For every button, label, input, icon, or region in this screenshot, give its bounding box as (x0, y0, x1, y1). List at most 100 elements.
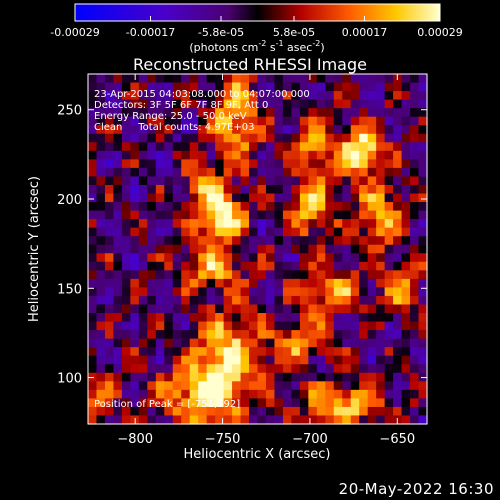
heatmap-cell (232, 304, 242, 314)
heatmap-cell (232, 381, 242, 391)
heatmap-cell (249, 159, 259, 169)
heatmap-cell (376, 116, 386, 126)
heatmap-cell (138, 116, 148, 126)
heatmap-cell (181, 142, 191, 152)
heatmap-cell (88, 74, 98, 84)
heatmap-cell (316, 321, 326, 331)
heatmap-cell (308, 116, 318, 126)
heatmap-cell (299, 159, 309, 169)
heatmap-cell (367, 261, 377, 271)
heatmap-cell (198, 150, 208, 160)
heatmap-cell (325, 82, 335, 92)
heatmap-cell (249, 219, 259, 229)
heatmap-cell (282, 99, 292, 109)
heatmap-cell (342, 278, 352, 289)
heatmap-cell (418, 142, 428, 152)
heatmap-cell (333, 415, 343, 425)
heatmap-cell (189, 184, 199, 195)
heatmap-cell (265, 364, 276, 374)
heatmap-cell (418, 159, 428, 169)
heatmap-cell (249, 99, 259, 109)
heatmap-cell (249, 270, 259, 280)
heatmap-cell (223, 219, 233, 229)
heatmap-cell (291, 347, 301, 357)
heatmap-cell (104, 398, 115, 408)
heatmap-cell (232, 210, 242, 220)
heatmap-cell (299, 82, 309, 92)
heatmap-cell (265, 313, 276, 323)
heatmap-cell (164, 125, 174, 135)
heatmap-cell (367, 202, 377, 212)
heatmap-cell (249, 261, 259, 271)
heatmap-cell (384, 133, 394, 143)
heatmap-cell (359, 202, 369, 212)
heatmap-cell (249, 253, 259, 263)
heatmap-cell (367, 210, 377, 220)
heatmap-cell (121, 253, 131, 263)
heatmap-cell (257, 278, 267, 289)
heatmap-cell (206, 406, 216, 417)
heatmap-cell (198, 364, 208, 374)
heatmap-cell (401, 415, 411, 425)
heatmap-cell (291, 176, 301, 186)
heatmap-cell (333, 91, 343, 101)
heatmap-cell (206, 295, 216, 306)
heatmap-cell (147, 244, 157, 254)
heatmap-cell (138, 236, 148, 246)
heatmap-cell (367, 398, 377, 408)
heatmap-cell (113, 236, 123, 246)
heatmap-cell (265, 227, 276, 237)
heatmap-cell (232, 261, 242, 271)
heatmap-cell (138, 125, 148, 135)
heatmap-cell (113, 133, 123, 143)
heatmap-cell (155, 347, 165, 357)
heatmap-cell (172, 355, 182, 365)
heatmap-cell (215, 133, 225, 143)
heatmap-cell (155, 142, 165, 152)
heatmap-cell (384, 176, 394, 186)
heatmap-cell (265, 74, 276, 84)
heatmap-cell (198, 287, 208, 297)
heatmap-cell (410, 278, 420, 289)
heatmap-cell (359, 398, 369, 408)
heatmap-cell (316, 406, 326, 417)
heatmap-cell (367, 176, 377, 186)
heatmap-cell (291, 159, 301, 169)
heatmap-cell (121, 202, 131, 212)
heatmap-cell (282, 398, 292, 408)
x-axis: −800 −750 −700 −650 (117, 74, 415, 447)
heatmap-cell (104, 210, 115, 220)
heatmap-cell (240, 142, 250, 152)
heatmap-cell (257, 372, 267, 382)
heatmap-cell (138, 338, 148, 348)
heatmap-cell (265, 330, 276, 340)
heatmap-cell (316, 91, 326, 101)
heatmap-cell (215, 278, 225, 289)
heatmap-cell (104, 321, 115, 331)
heatmap-cell (350, 142, 360, 152)
heatmap-cell (206, 355, 216, 365)
heatmap-cell (325, 159, 335, 169)
heatmap-cell (164, 108, 174, 118)
heatmap-cell (316, 202, 326, 212)
heatmap-cell (181, 321, 191, 331)
heatmap-cell (367, 108, 377, 118)
heatmap-cell (206, 142, 216, 152)
heatmap-cell (325, 142, 335, 152)
heatmap-cell (299, 415, 309, 425)
heatmap-cell (291, 321, 301, 331)
heatmap-cell (138, 244, 148, 254)
heatmap-cell (282, 313, 292, 323)
heatmap-cell (299, 142, 309, 152)
heatmap-cell (265, 133, 276, 143)
heatmap-cell (265, 99, 276, 109)
heatmap-cell (291, 313, 301, 323)
heatmap-cell (265, 142, 276, 152)
heatmap-cell (282, 261, 292, 271)
heatmap-cell (401, 355, 411, 365)
heatmap-cell (325, 313, 335, 323)
heatmap-cell (282, 278, 292, 289)
heatmap-cell (401, 330, 411, 340)
heatmap-cell (181, 167, 191, 178)
